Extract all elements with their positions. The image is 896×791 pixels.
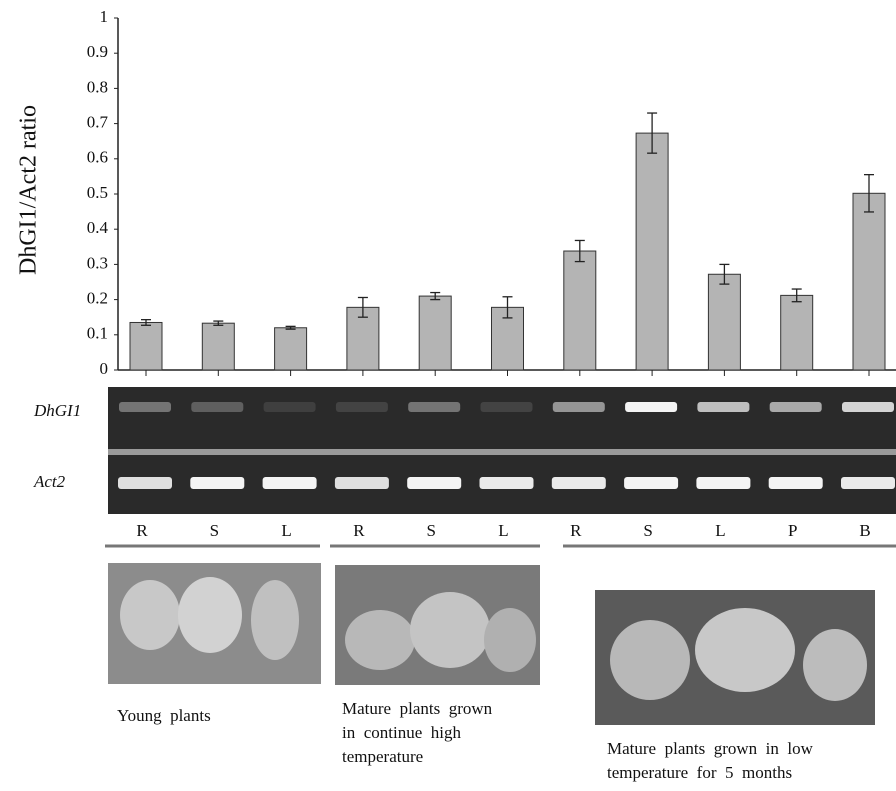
x-tick-label: S bbox=[643, 521, 652, 540]
photo-detail bbox=[803, 629, 867, 701]
y-tick-label: 0.2 bbox=[87, 289, 108, 308]
bar bbox=[564, 251, 596, 370]
gel-row-label: DhGI1 bbox=[33, 401, 81, 420]
y-axis-label: DhGI1/Act2 ratio bbox=[16, 105, 42, 275]
photo-detail bbox=[120, 580, 180, 650]
figure: DhGI1/Act2 ratio 0 0.1 0.2 0.3 0.4 0.5 0.6 0.7 0… bbox=[0, 0, 896, 786]
bar bbox=[853, 193, 885, 370]
gel-band bbox=[841, 477, 895, 489]
x-tick-label: R bbox=[353, 521, 365, 540]
gel-band bbox=[624, 477, 678, 489]
y-tick-label: 0.4 bbox=[87, 218, 109, 237]
y-tick-label: 0 bbox=[100, 359, 109, 378]
x-tick-label: L bbox=[715, 521, 725, 540]
gel-band bbox=[335, 477, 389, 489]
x-tick-label: P bbox=[788, 521, 797, 540]
group-label: temperature bbox=[342, 747, 423, 766]
x-tick-label: B bbox=[859, 521, 870, 540]
gel-band bbox=[190, 477, 244, 489]
photo-detail bbox=[345, 610, 415, 670]
gel-band bbox=[264, 402, 316, 412]
y-tick-label: 1 bbox=[100, 7, 109, 26]
photo-detail bbox=[251, 580, 299, 660]
group-label: Young plants bbox=[117, 706, 211, 725]
bar bbox=[636, 133, 668, 370]
y-tick-label: 0.5 bbox=[87, 183, 108, 202]
gel-band bbox=[481, 402, 533, 412]
x-tick-label: R bbox=[570, 521, 582, 540]
photo-detail bbox=[695, 608, 795, 692]
gel-band bbox=[480, 477, 534, 489]
gel-band bbox=[407, 477, 461, 489]
gel-band bbox=[191, 402, 243, 412]
gel-band bbox=[769, 477, 823, 489]
gel-band bbox=[118, 477, 172, 489]
gel-band bbox=[770, 402, 822, 412]
y-tick-label: 0.9 bbox=[87, 42, 108, 61]
group-label: Mature plants grown bbox=[342, 699, 493, 718]
gel-band bbox=[697, 402, 749, 412]
gel-band bbox=[625, 402, 677, 412]
gel-band bbox=[408, 402, 460, 412]
bar bbox=[708, 274, 740, 370]
bar bbox=[130, 322, 162, 370]
photo-detail bbox=[178, 577, 242, 653]
x-tick-label: L bbox=[498, 521, 508, 540]
gel-band bbox=[842, 402, 894, 412]
bar bbox=[419, 296, 451, 370]
gel-band bbox=[553, 402, 605, 412]
photo-detail bbox=[610, 620, 690, 700]
photo-detail bbox=[484, 608, 536, 672]
gel-band bbox=[696, 477, 750, 489]
y-tick-label: 0.6 bbox=[87, 148, 108, 167]
gel-row-label: Act2 bbox=[33, 472, 66, 491]
y-tick-label: 0.7 bbox=[87, 113, 109, 132]
x-tick-label: S bbox=[426, 521, 435, 540]
photo-detail bbox=[410, 592, 490, 668]
x-tick-label: S bbox=[210, 521, 219, 540]
bar bbox=[781, 295, 813, 370]
gel-band bbox=[552, 477, 606, 489]
gel-band bbox=[119, 402, 171, 412]
gel-band bbox=[263, 477, 317, 489]
group-label: in continue high bbox=[342, 723, 461, 742]
group-label: Mature plants grown in low bbox=[607, 739, 814, 758]
gel-band bbox=[336, 402, 388, 412]
bar bbox=[202, 323, 234, 370]
y-tick-label: 0.1 bbox=[87, 324, 108, 343]
y-tick-label: 0.3 bbox=[87, 253, 108, 272]
bar bbox=[275, 328, 307, 370]
group-label: temperature for 5 months bbox=[607, 763, 792, 782]
x-tick-label: L bbox=[281, 521, 291, 540]
y-tick-label: 0.8 bbox=[87, 77, 108, 96]
gel-separator bbox=[108, 449, 896, 455]
x-tick-label: R bbox=[136, 521, 148, 540]
